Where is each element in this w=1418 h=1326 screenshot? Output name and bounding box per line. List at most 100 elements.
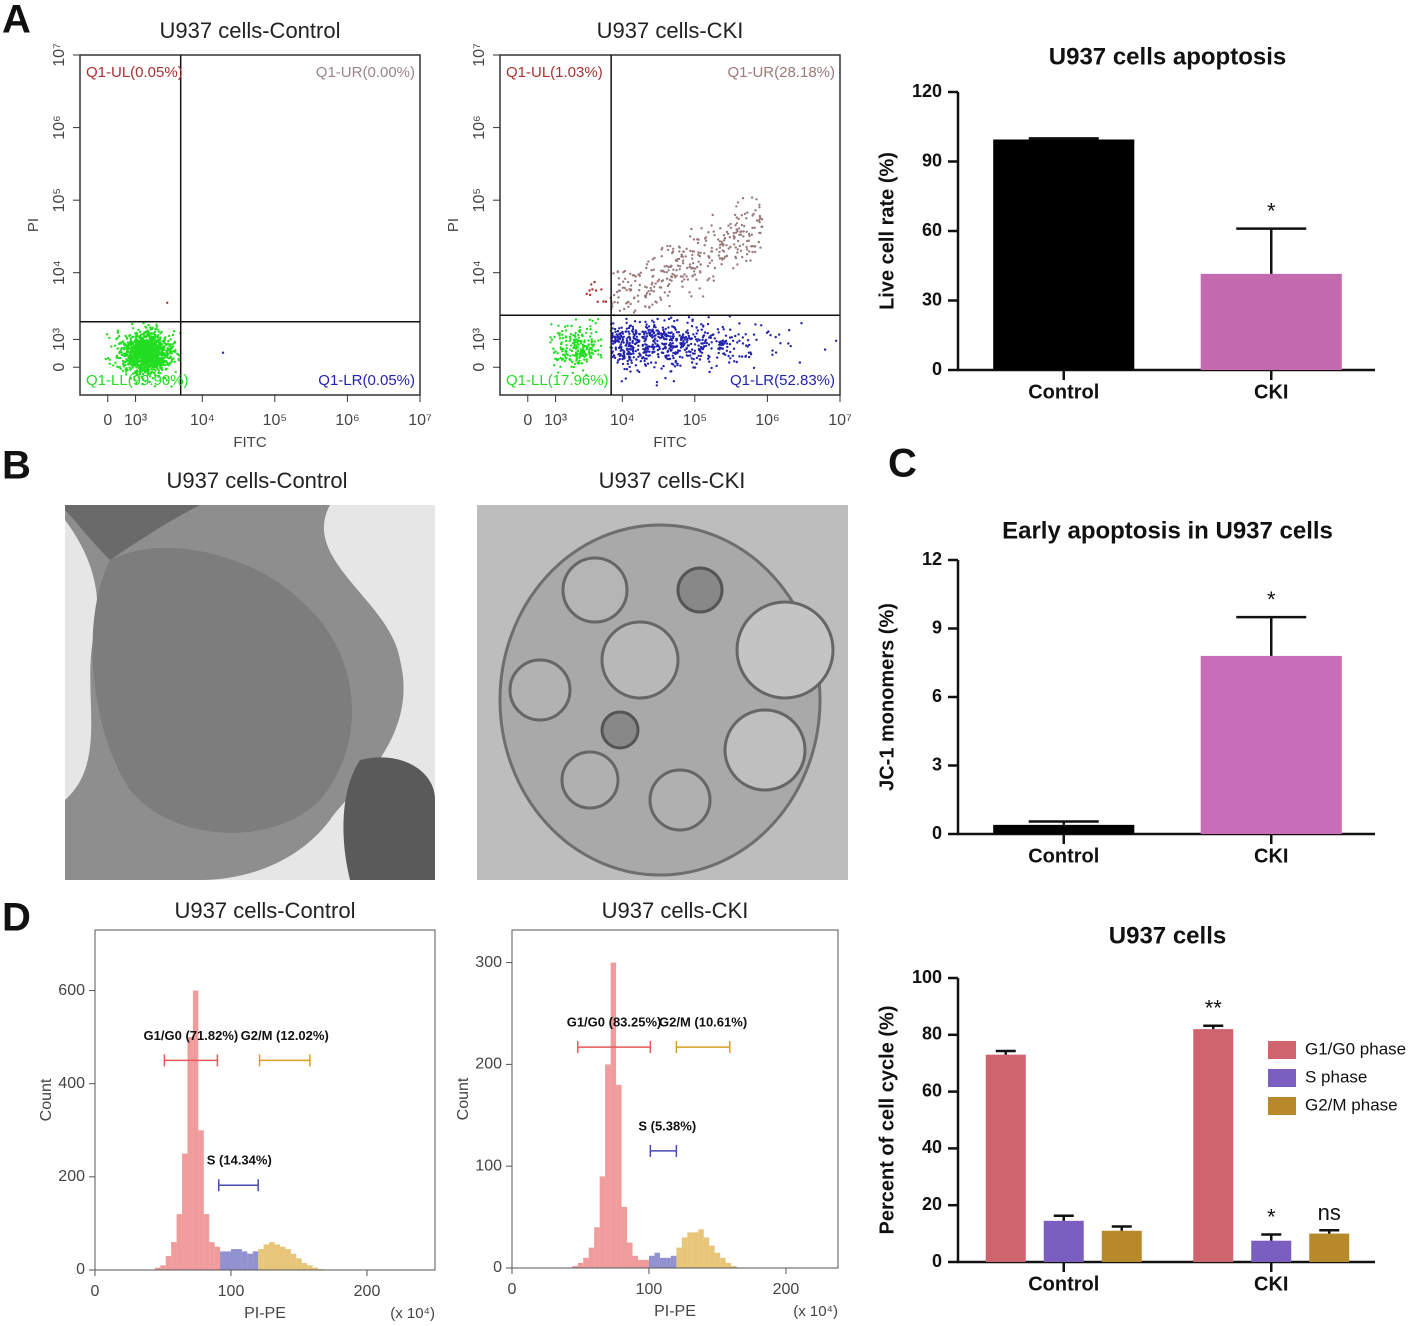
- event-dot: [131, 366, 134, 369]
- event-dot: [664, 347, 667, 350]
- event-dot: [585, 292, 588, 296]
- event-dot: [725, 349, 729, 352]
- event-dot: [704, 338, 708, 342]
- bar: [1251, 1240, 1292, 1262]
- event-dot: [559, 365, 562, 368]
- event-dot: [125, 337, 129, 340]
- event-dot: [725, 342, 729, 345]
- event-dot: [165, 367, 168, 370]
- event-dot: [148, 335, 151, 338]
- event-dot: [673, 274, 676, 277]
- event-dot: [648, 293, 652, 296]
- event-dot: [160, 353, 163, 356]
- event-dot: [573, 346, 576, 349]
- event-dot: [651, 336, 654, 339]
- event-dot: [683, 273, 686, 276]
- event-dot: [710, 259, 714, 262]
- event-dot: [693, 349, 697, 352]
- event-dot: [160, 330, 163, 334]
- y-tick-label: 40: [922, 1137, 942, 1157]
- histogram-bin: [154, 1267, 161, 1270]
- y-tick-label: 10⁴: [51, 260, 68, 285]
- event-dot: [616, 361, 619, 364]
- event-dot: [695, 362, 698, 365]
- event-dot: [129, 368, 132, 371]
- em-image: [65, 505, 435, 880]
- event-dot: [129, 337, 132, 340]
- event-dot: [750, 233, 753, 236]
- x-tick-label: 10⁴: [190, 412, 215, 429]
- event-dot: [706, 265, 710, 268]
- event-dot: [750, 196, 754, 199]
- x-tick-label: 0: [103, 412, 112, 429]
- event-dot: [158, 341, 161, 344]
- y-tick-label: 0: [51, 363, 68, 372]
- event-dot: [669, 370, 672, 373]
- event-dot: [141, 372, 145, 376]
- gate-label: G1/G0 (83.25%): [567, 1015, 662, 1030]
- event-dot: [136, 364, 140, 367]
- event-dot: [667, 326, 670, 329]
- event-dot: [787, 342, 790, 345]
- event-dot: [635, 358, 638, 361]
- bar: [1193, 1029, 1234, 1262]
- event-dot: [158, 359, 161, 362]
- event-dot: [712, 230, 715, 233]
- event-dot: [129, 362, 132, 365]
- x-axis-label: FITC: [233, 434, 266, 451]
- event-dot: [577, 333, 580, 337]
- event-dot: [696, 241, 700, 245]
- event-dot: [575, 358, 579, 361]
- event-dot: [116, 347, 119, 350]
- event-dot: [626, 362, 630, 366]
- event-dot: [138, 368, 142, 371]
- event-dot: [171, 333, 175, 337]
- event-dot: [670, 348, 673, 352]
- vacuole: [508, 658, 572, 722]
- event-dot: [615, 290, 619, 294]
- event-dot: [645, 353, 648, 357]
- event-dot: [748, 250, 751, 253]
- event-dot: [663, 265, 666, 268]
- event-dot: [681, 275, 684, 278]
- x-tick-label: CKI: [1254, 381, 1288, 403]
- x-tick-label: 10⁶: [755, 412, 779, 429]
- event-dot: [645, 326, 649, 330]
- event-dot: [732, 267, 735, 270]
- event-dot: [550, 323, 553, 326]
- event-dot: [671, 335, 674, 338]
- gate-label: S (5.38%): [638, 1118, 696, 1133]
- event-dot: [651, 350, 654, 354]
- bar: [993, 139, 1135, 370]
- event-dot: [575, 351, 578, 354]
- chart-title: U937 cells: [1109, 922, 1226, 949]
- histogram-bin: [665, 1257, 671, 1268]
- event-dot: [713, 337, 716, 340]
- event-dot: [573, 354, 577, 357]
- quadrant-label: Q1-UL(1.03%): [506, 64, 603, 81]
- event-dot: [676, 362, 679, 365]
- event-dot: [156, 367, 159, 370]
- event-dot: [562, 347, 565, 351]
- event-dot: [561, 329, 564, 333]
- event-dot: [653, 366, 656, 369]
- event-dot: [703, 331, 707, 334]
- histogram-bin: [627, 1242, 633, 1268]
- event-dot: [719, 340, 722, 343]
- event-dot: [153, 330, 157, 333]
- significance-label: *: [1267, 198, 1276, 223]
- event-dot: [131, 361, 134, 364]
- event-dot: [673, 326, 677, 330]
- event-dot: [670, 279, 673, 282]
- event-dot: [629, 348, 632, 351]
- event-dot: [644, 294, 648, 297]
- event-dot: [576, 349, 580, 352]
- vacuole: [561, 556, 629, 624]
- quadrant-label: Q1-UL(0.05%): [86, 64, 183, 81]
- event-dot: [685, 247, 688, 250]
- y-tick-label: 200: [58, 1168, 85, 1185]
- event-dot: [710, 366, 713, 370]
- event-dot: [110, 345, 113, 348]
- y-tick-label: 0: [471, 363, 488, 372]
- event-dot: [588, 289, 591, 292]
